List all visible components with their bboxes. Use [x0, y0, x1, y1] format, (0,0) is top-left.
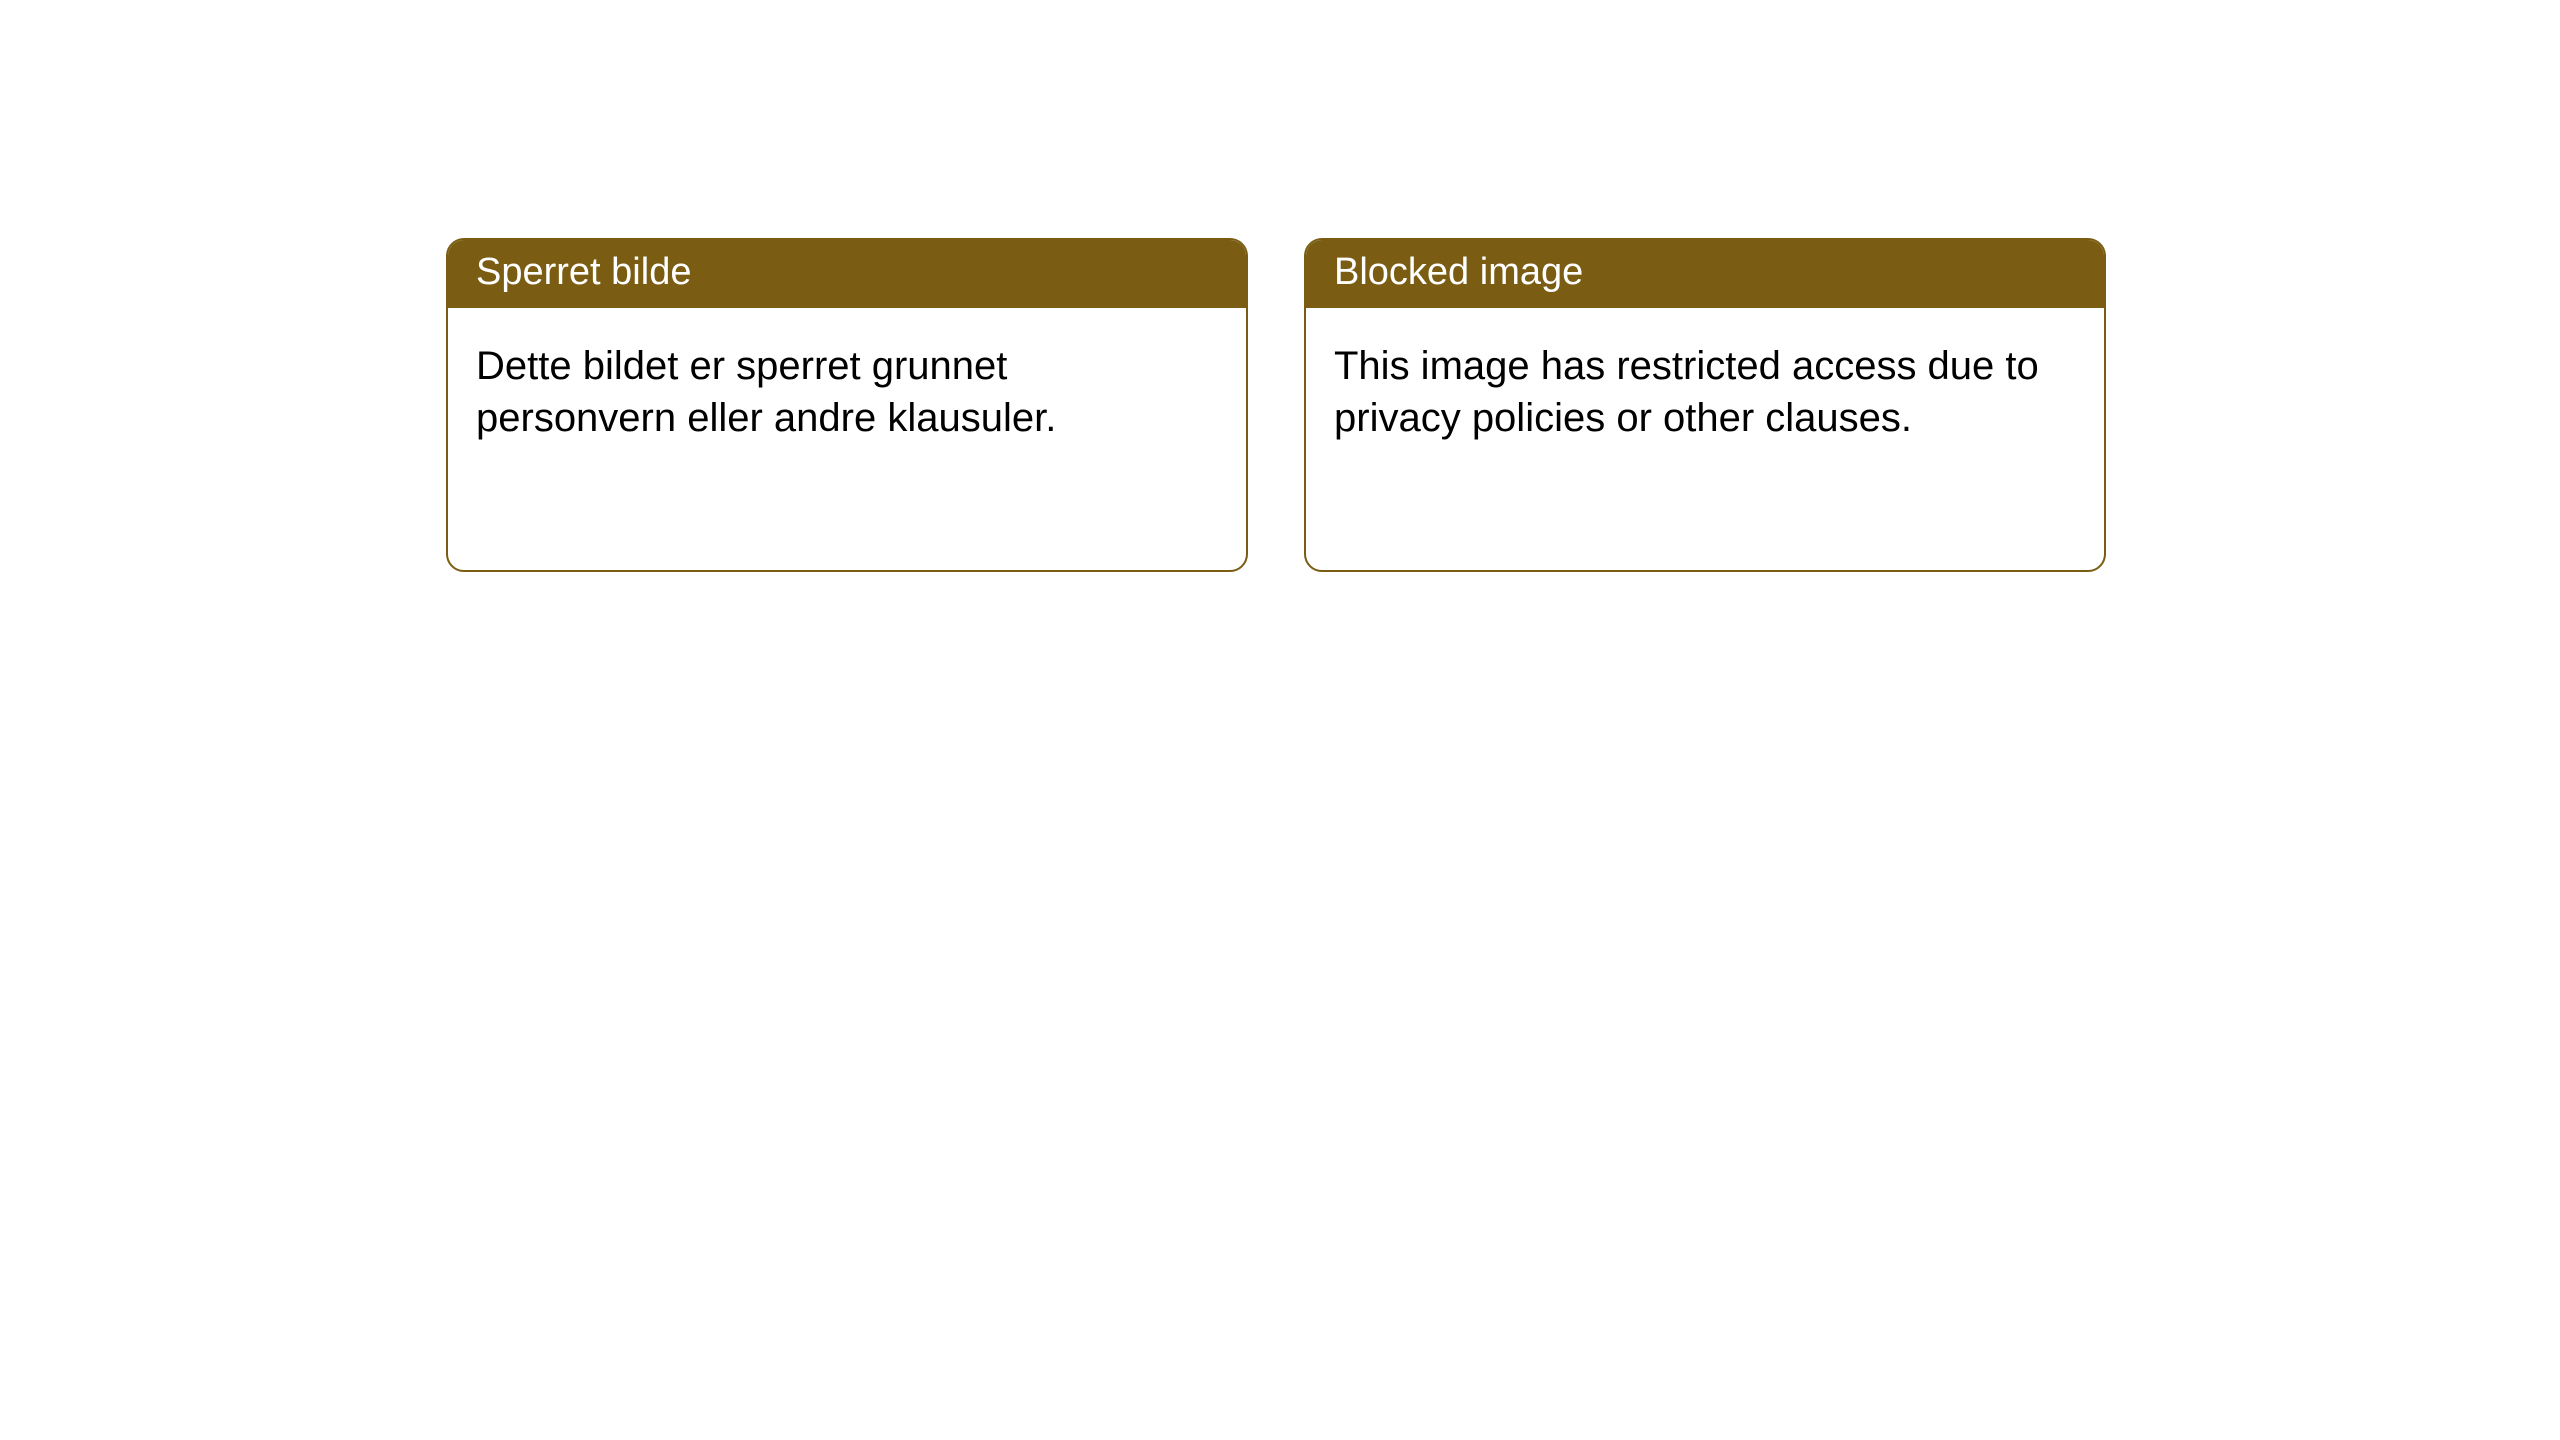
notice-card-title: Sperret bilde: [448, 240, 1246, 308]
notice-card-norwegian: Sperret bilde Dette bildet er sperret gr…: [446, 238, 1248, 572]
notice-card-body: This image has restricted access due to …: [1306, 308, 2104, 476]
notice-card-body: Dette bildet er sperret grunnet personve…: [448, 308, 1246, 476]
notice-card-title: Blocked image: [1306, 240, 2104, 308]
notice-card-english: Blocked image This image has restricted …: [1304, 238, 2106, 572]
notice-container: Sperret bilde Dette bildet er sperret gr…: [0, 0, 2560, 572]
